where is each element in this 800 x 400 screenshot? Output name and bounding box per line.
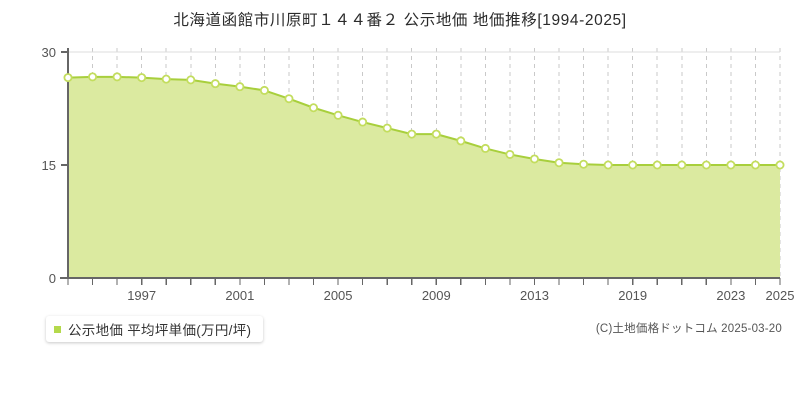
legend[interactable]: 公示地価 平均坪単価(万円/坪): [46, 316, 264, 342]
svg-text:0: 0: [49, 271, 56, 286]
legend-swatch-icon: [54, 325, 61, 333]
svg-text:2005: 2005: [324, 288, 353, 303]
svg-text:1997: 1997: [127, 288, 156, 303]
svg-text:15: 15: [42, 158, 56, 173]
svg-text:2025: 2025: [766, 288, 795, 303]
copyright-credit: (C)土地価格ドットコム 2025-03-20: [595, 323, 782, 335]
legend-label: 公示地価 平均坪単価(万円/坪): [68, 323, 252, 338]
axes: [60, 48, 781, 285]
data-point-markers: [63, 72, 785, 170]
svg-text:2019: 2019: [618, 288, 647, 303]
chart-title: 北海道函館市川原町１４４番２ 公示地価 地価推移[1994-2025]: [173, 12, 627, 29]
svg-text:2001: 2001: [225, 288, 254, 303]
svg-text:2023: 2023: [716, 288, 745, 303]
svg-text:30: 30: [42, 45, 56, 60]
x-axis-tick-labels: 1997 2001 2005 2009 2013 2019 2023 2025: [127, 288, 794, 303]
area-series: [67, 75, 781, 278]
svg-text:2009: 2009: [422, 288, 451, 303]
y-axis-tick-labels: 0 15 30: [42, 45, 56, 286]
svg-text:2013: 2013: [520, 288, 549, 303]
